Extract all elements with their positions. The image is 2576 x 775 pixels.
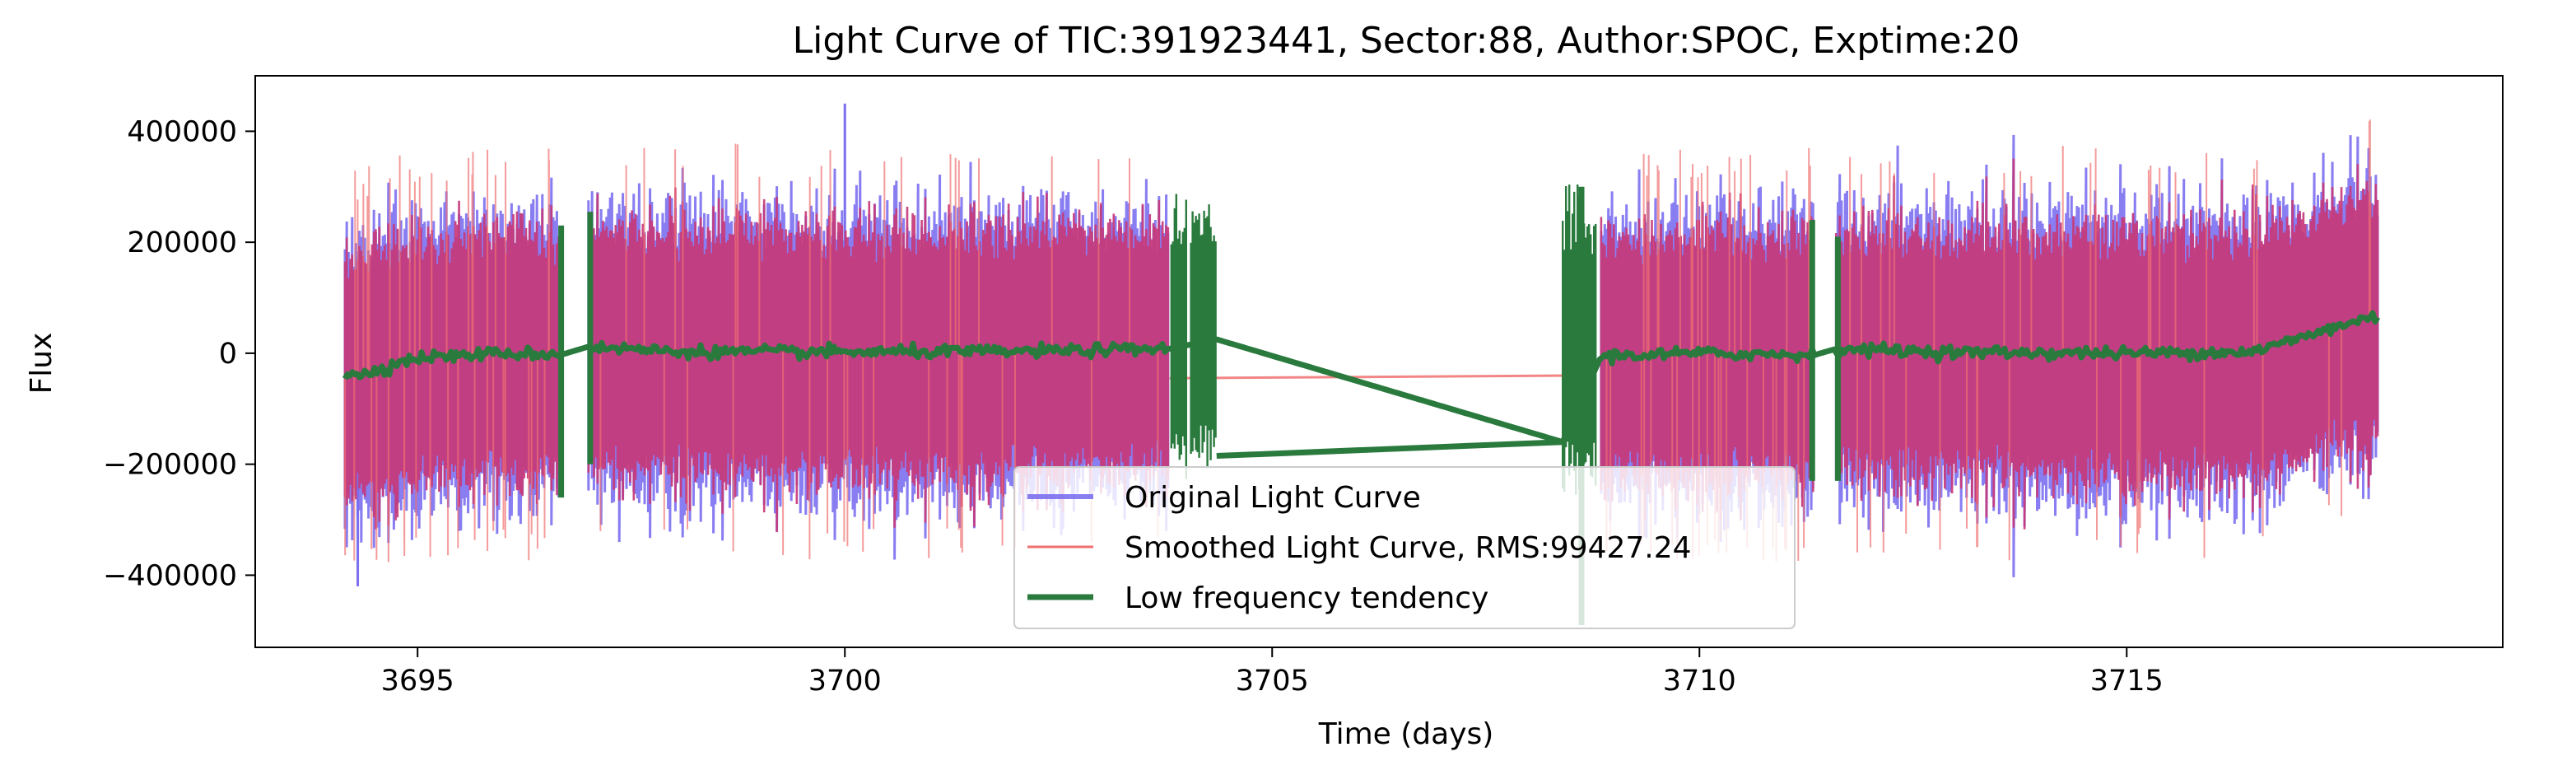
smoothed-light-curve-peaks-0 — [344, 148, 550, 563]
legend-label-trend: Low frequency tendency — [1125, 581, 1488, 615]
x-tick-label: 3705 — [1236, 665, 1309, 698]
legend-label-original: Original Light Curve — [1125, 481, 1421, 515]
y-tick-label: −400000 — [103, 559, 237, 592]
trend-gap-bridge — [1216, 439, 1563, 460]
trend-dense-block-1 — [1190, 204, 1217, 469]
x-tick-label: 3695 — [381, 665, 454, 698]
x-axis-label: Time (days) — [1318, 717, 1494, 751]
y-axis: −400000 −200000 0 200000 400000 — [103, 115, 255, 592]
y-tick-label: 400000 — [127, 115, 237, 148]
y-axis-label: Flux — [25, 333, 58, 395]
trend-line — [342, 310, 2381, 446]
smoothed-light-curve-peaks-5 — [1849, 119, 2371, 561]
legend-box — [1013, 466, 1796, 629]
x-axis: 3695 3700 3705 3710 3715 — [381, 647, 2164, 698]
legend-label-smoothed: Smoothed Light Curve, RMS:99427.24 — [1125, 531, 1692, 565]
trend-dense-block-2 — [1562, 184, 1597, 495]
legend: Original Light Curve Smoothed Light Curv… — [1013, 466, 1796, 629]
smoothed-gap-bridge — [1169, 374, 1593, 380]
x-tick-label: 3700 — [808, 665, 882, 698]
y-tick-label: 0 — [219, 338, 237, 371]
smoothed-light-curve-series — [343, 119, 2379, 563]
smoothed-light-curve-segment-0 — [343, 200, 564, 530]
x-tick-label: 3710 — [1663, 665, 1736, 698]
chart-title: Light Curve of TIC:391923441, Sector:88,… — [793, 20, 2020, 62]
plot-frame — [254, 75, 2504, 648]
low-frequency-tendency-series — [342, 184, 2381, 626]
smoothed-light-curve-peaks-1 — [599, 143, 1159, 559]
y-tick-label: 200000 — [127, 226, 237, 259]
smoothed-light-curve-segment-5 — [1835, 158, 2379, 530]
y-tick-label: −200000 — [103, 449, 237, 482]
x-tick-label: 3715 — [2090, 665, 2164, 698]
trend-dense-block-0 — [1170, 194, 1187, 479]
